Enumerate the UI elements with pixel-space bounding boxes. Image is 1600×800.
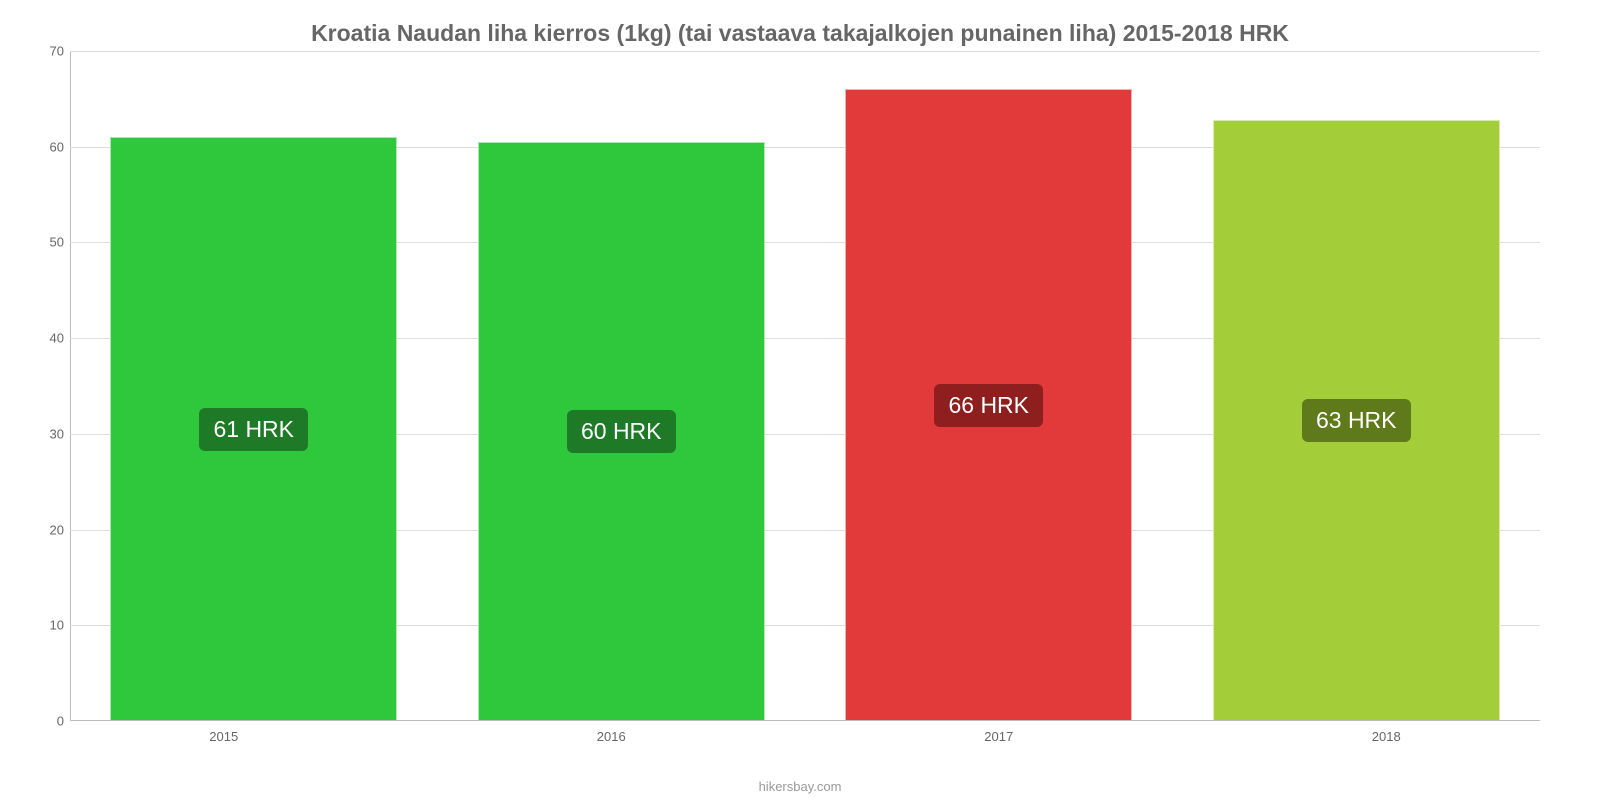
chart-container: Kroatia Naudan liha kierros (1kg) (tai v…	[0, 0, 1600, 800]
x-tick-label: 2017	[805, 721, 1193, 744]
x-tick-label: 2015	[30, 721, 418, 744]
bar: 66 HRK	[845, 89, 1132, 721]
y-tick-label: 40	[34, 331, 64, 346]
bar-slot: 66 HRK	[805, 51, 1173, 721]
bar-value-label: 63 HRK	[1302, 399, 1411, 442]
plot-area: 010203040506070 61 HRK60 HRK66 HRK63 HRK	[70, 51, 1540, 721]
bar-slot: 63 HRK	[1173, 51, 1541, 721]
bar-value-label: 61 HRK	[199, 408, 308, 451]
y-tick-label: 30	[34, 426, 64, 441]
bar-value-label: 60 HRK	[567, 410, 676, 453]
bar: 61 HRK	[110, 137, 397, 721]
x-axis-labels: 2015201620172018	[30, 721, 1580, 744]
x-tick-label: 2016	[418, 721, 806, 744]
bar: 60 HRK	[478, 142, 765, 721]
y-axis: 010203040506070	[40, 51, 70, 721]
bars-group: 61 HRK 60 HRK 66 HRK 63 HRK	[70, 51, 1540, 721]
bar-slot: 61 HRK	[70, 51, 438, 721]
chart-title: Kroatia Naudan liha kierros (1kg) (tai v…	[40, 20, 1560, 47]
y-tick-label: 50	[34, 235, 64, 250]
bar: 63 HRK	[1213, 120, 1500, 721]
source-label: hikersbay.com	[0, 779, 1600, 794]
y-tick-label: 60	[34, 139, 64, 154]
y-tick-label: 70	[34, 44, 64, 59]
bar-slot: 60 HRK	[438, 51, 806, 721]
bar-value-label: 66 HRK	[934, 384, 1043, 427]
y-tick-label: 10	[34, 618, 64, 633]
x-tick-label: 2018	[1193, 721, 1581, 744]
y-tick-label: 20	[34, 522, 64, 537]
